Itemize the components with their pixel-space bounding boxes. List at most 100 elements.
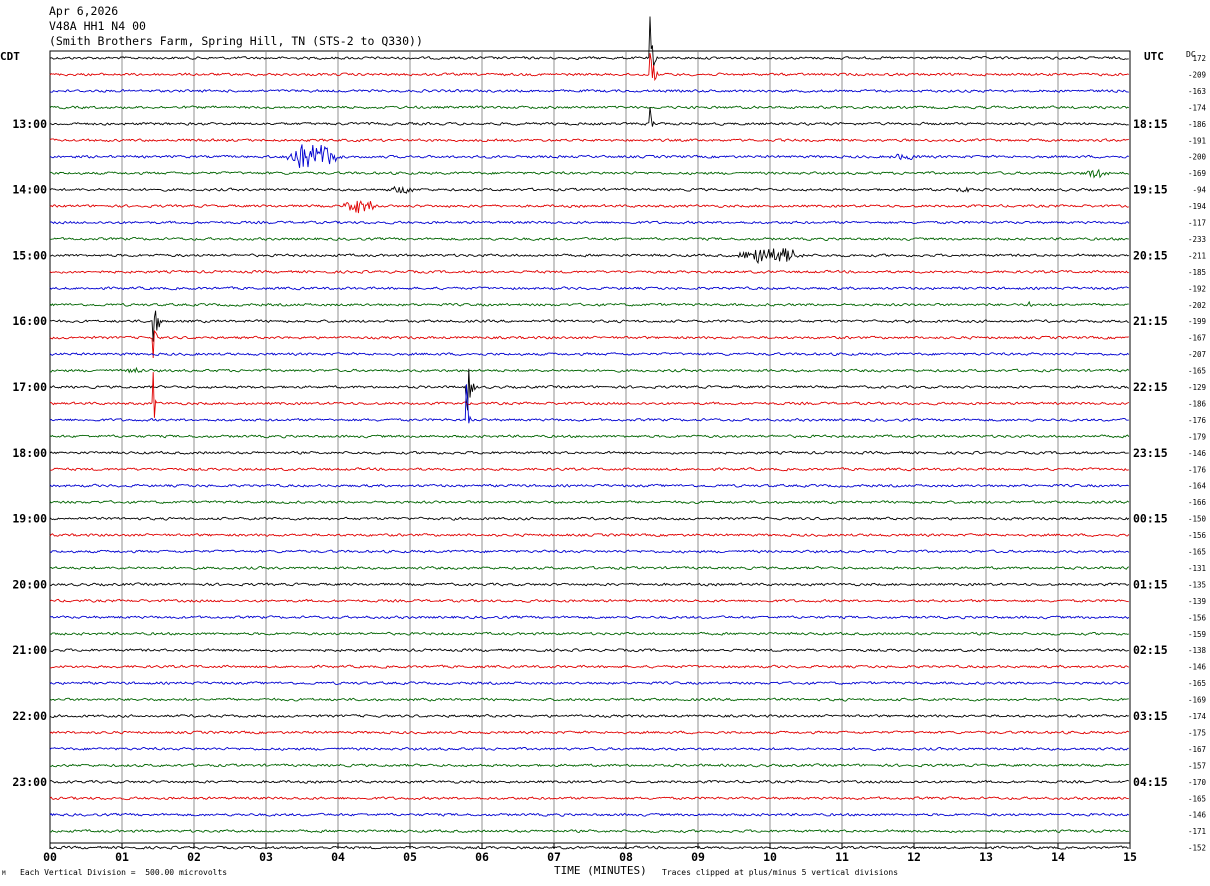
x-tick-label: 07 — [547, 850, 561, 864]
dc-offset-label: -211 — [1188, 251, 1206, 260]
seismic-trace — [49, 681, 1130, 686]
dc-offset-label: -165 — [1188, 367, 1206, 376]
x-tick-label: 15 — [1123, 850, 1137, 864]
seismic-trace — [49, 372, 1130, 418]
seismic-trace — [49, 648, 1129, 653]
dc-offset-label: -163 — [1188, 87, 1206, 96]
seismic-trace — [49, 105, 1129, 110]
dc-offset-label: -169 — [1188, 169, 1206, 178]
seismic-trace — [49, 664, 1129, 669]
utc-hour-label: 00:15 — [1133, 512, 1168, 526]
dc-offset-label: -207 — [1188, 350, 1206, 359]
utc-hour-label: 04:15 — [1133, 775, 1168, 789]
x-tick-label: 14 — [1051, 850, 1065, 864]
dc-offset-label: -194 — [1188, 202, 1207, 211]
dc-offset-label: -176 — [1188, 416, 1207, 425]
seismic-trace — [49, 796, 1129, 801]
x-tick-label: 12 — [907, 850, 921, 864]
cdt-hour-label: 18:00 — [12, 446, 47, 460]
dc-offset-label: -185 — [1188, 268, 1206, 277]
plot-frame — [49, 50, 1131, 844]
dc-offset-label: 172 — [1192, 54, 1206, 63]
corner-mark: M — [2, 870, 6, 877]
cdt-hour-label: 15:00 — [12, 248, 47, 262]
dc-offset-label: -171 — [1188, 827, 1206, 836]
clip-note: Traces clipped at plus/minus 5 vertical … — [662, 868, 899, 877]
seismic-trace — [49, 366, 1130, 374]
utc-hour-label: 03:15 — [1133, 709, 1168, 723]
dc-offset-label: -169 — [1188, 696, 1206, 705]
dc-offset-label: -139 — [1188, 597, 1206, 606]
seismic-trace — [49, 450, 1129, 455]
dc-offset-label: -167 — [1188, 334, 1206, 343]
seismic-trace — [49, 533, 1130, 538]
seismic-trace — [49, 434, 1130, 439]
seismic-trace — [49, 352, 1130, 357]
dc-offset-label: -164 — [1188, 482, 1207, 491]
seismic-trace — [49, 185, 1129, 194]
dc-offset-label: -176 — [1188, 465, 1207, 474]
seismic-trace — [49, 812, 1130, 817]
seismic-trace — [49, 763, 1129, 768]
cdt-hour-label: 14:00 — [12, 183, 47, 197]
dc-offset-label: -175 — [1188, 728, 1206, 737]
utc-hour-label: 20:15 — [1133, 248, 1168, 262]
utc-zone-label: UTC — [1144, 50, 1164, 63]
dc-offset-label: -146 — [1188, 811, 1207, 820]
seismic-trace — [49, 269, 1129, 274]
dc-offset-label: -135 — [1188, 580, 1206, 589]
cdt-hour-label: 21:00 — [12, 643, 47, 657]
dc-offset-label: -192 — [1188, 284, 1206, 293]
dc-offset-label: -165 — [1188, 548, 1206, 557]
x-tick-label: 11 — [835, 850, 849, 864]
x-tick-label: 09 — [691, 850, 705, 864]
seismic-trace — [49, 16, 1129, 67]
seismic-trace — [49, 467, 1129, 472]
dc-offset-label: -233 — [1188, 235, 1206, 244]
seismic-trace — [49, 368, 1130, 411]
dc-offset-label: -174 — [1188, 103, 1207, 112]
seismic-trace — [49, 144, 1129, 168]
station-location: (Smith Brothers Farm, Spring Hill, TN (S… — [49, 34, 423, 48]
vertical-scale-note: Each Vertical Division = 500.00 microvol… — [20, 868, 228, 877]
seismic-trace — [49, 549, 1130, 554]
dc-offset-label: -131 — [1188, 564, 1206, 573]
seismic-trace — [49, 779, 1129, 784]
cdt-zone-label: CDT — [0, 50, 20, 63]
dc-offset-label: -199 — [1188, 317, 1206, 326]
seismic-trace — [49, 582, 1130, 587]
seismic-trace — [49, 138, 1129, 143]
seismic-trace — [49, 310, 1129, 342]
dc-offset-label: -165 — [1188, 794, 1206, 803]
dc-offset-label: -117 — [1188, 219, 1206, 228]
seismic-trace — [49, 615, 1130, 620]
dc-offset-label: -191 — [1188, 136, 1206, 145]
seismic-trace — [49, 500, 1130, 505]
cdt-hour-label: 20:00 — [12, 577, 47, 591]
plot-date: Apr 6,2026 — [49, 4, 119, 18]
seismic-trace — [49, 220, 1130, 225]
dc-offset-label: -94 — [1192, 186, 1206, 195]
dc-offset-label: -150 — [1188, 515, 1207, 524]
dc-offset-label: -209 — [1188, 70, 1206, 79]
x-tick-label: 10 — [763, 850, 777, 864]
utc-hour-label: 18:15 — [1133, 117, 1168, 131]
seismic-trace — [49, 829, 1129, 834]
seismic-trace — [49, 845, 1129, 850]
dc-offset-label: -200 — [1188, 153, 1207, 162]
x-tick-label: 04 — [331, 850, 345, 864]
seismic-trace — [49, 248, 1129, 265]
x-tick-label: 13 — [979, 850, 993, 864]
seismic-trace — [49, 286, 1129, 291]
cdt-hour-label: 22:00 — [12, 709, 47, 723]
cdt-hour-label: 17:00 — [12, 380, 47, 394]
seismic-trace — [49, 631, 1129, 636]
seismic-trace — [49, 53, 1129, 82]
dc-offset-label: -138 — [1188, 646, 1207, 655]
cdt-hour-label: 13:00 — [12, 117, 47, 131]
dc-column-label: DC — [1186, 50, 1196, 59]
seismic-trace — [49, 697, 1129, 702]
time-axis-title: TIME (MINUTES) — [554, 864, 647, 877]
dc-offset-label: -159 — [1188, 630, 1206, 639]
